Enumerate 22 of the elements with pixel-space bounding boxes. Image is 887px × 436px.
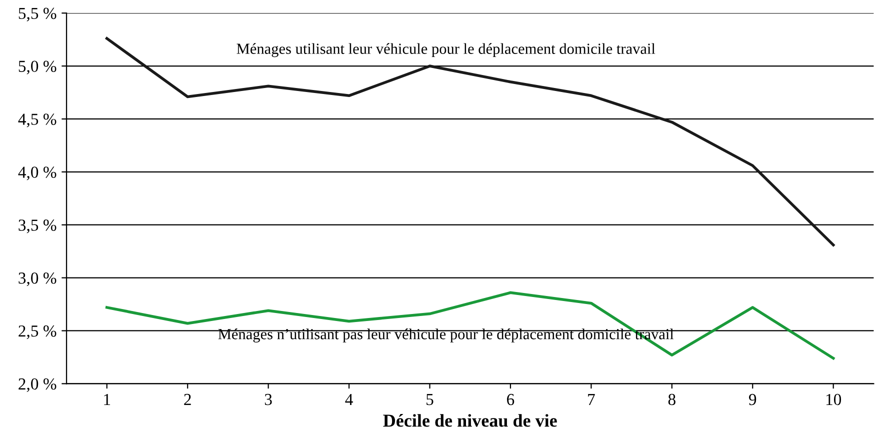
- x-tick-label: 6: [507, 394, 514, 406]
- x-tick-label: 8: [668, 394, 676, 406]
- x-tick-label: 3: [264, 394, 272, 406]
- y-tick-label: 2,0 %: [18, 378, 56, 392]
- x-tick-label: 2: [184, 394, 191, 405]
- y-tick-label: 2,5 %: [18, 325, 56, 340]
- y-tick-label: 4,5 %: [18, 114, 56, 128]
- y-tick-label: 5,0 %: [18, 60, 56, 74]
- y-tick-label: 3,5 %: [18, 220, 56, 234]
- line-series: [105, 291, 835, 360]
- x-tick-label: 9: [748, 394, 756, 406]
- x-tick-label: 1: [104, 394, 110, 405]
- y-tick-label: 5,5 %: [18, 8, 56, 22]
- x-axis-title: Décile de niveau de vie: [383, 414, 557, 427]
- x-tick-label: 5: [426, 394, 434, 406]
- y-tick-label: 3,0 %: [18, 272, 56, 286]
- x-tick-label: 7: [588, 394, 595, 405]
- x-tick-label: 10: [826, 394, 842, 406]
- x-tick-label: 4: [345, 394, 353, 405]
- line-series: [105, 37, 835, 246]
- series-label: Ménages utilisant leur véhicule pour le déplacement domicile travail: [236, 43, 656, 58]
- y-tick-label: 4,0 %: [18, 166, 56, 180]
